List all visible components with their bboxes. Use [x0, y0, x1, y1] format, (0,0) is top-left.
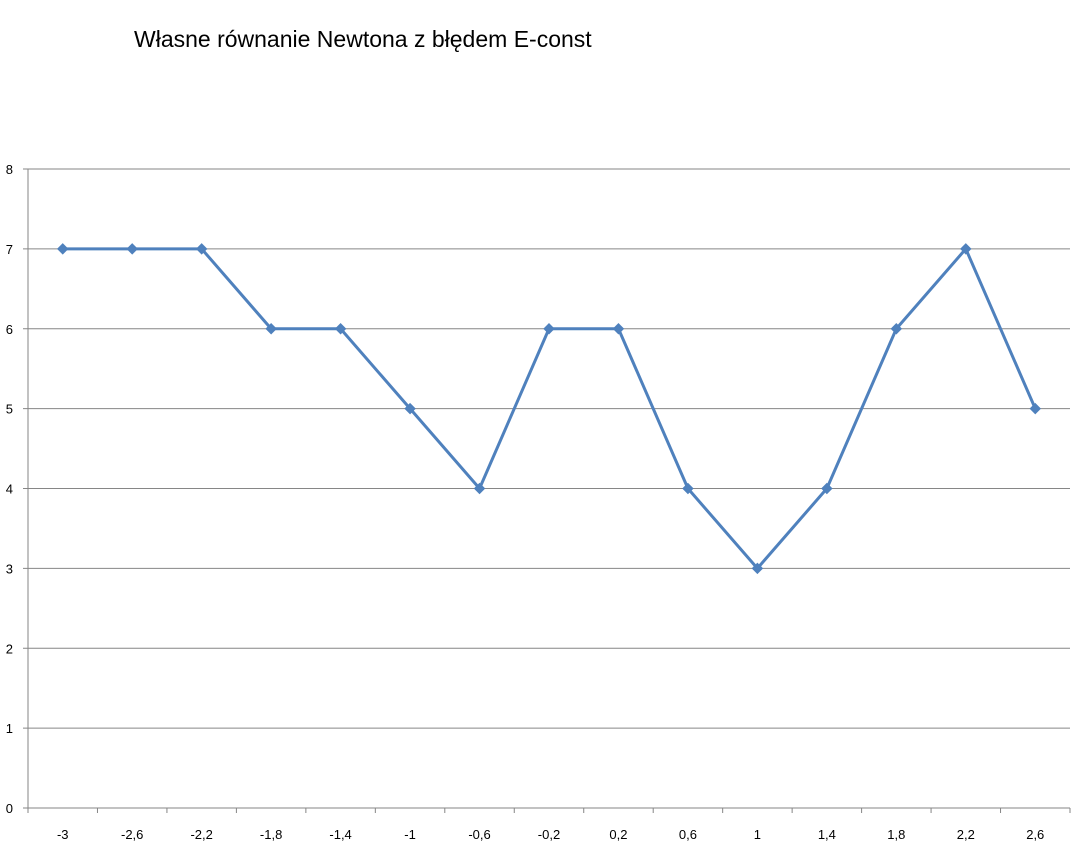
y-tick-label: 6 [6, 322, 13, 337]
data-point-marker [612, 323, 625, 335]
y-tick-label: 0 [6, 801, 13, 816]
x-tick-label: -2,2 [190, 827, 212, 842]
chart-title: Własne równanie Newtona z błędem E-const [134, 26, 592, 52]
x-tick-label: -3 [57, 827, 69, 842]
x-tick-label: 1,4 [818, 827, 836, 842]
x-tick-label: 1 [754, 827, 761, 842]
y-tick-label: 3 [6, 561, 13, 576]
y-tick-label: 8 [6, 162, 13, 177]
y-tick-label: 2 [6, 641, 13, 656]
data-point-marker [682, 482, 694, 495]
x-tick-label: 1,8 [887, 827, 905, 842]
x-tick-label: -1 [404, 827, 416, 842]
x-tick-label: -1,4 [329, 827, 351, 842]
y-tick-label: 1 [6, 721, 13, 736]
data-point-marker [1029, 402, 1041, 415]
gridlines [28, 168, 1070, 729]
x-tick-label: 0,2 [609, 827, 627, 842]
x-tick-label: -1,8 [260, 827, 282, 842]
x-tick-label: -2,6 [121, 827, 143, 842]
x-tick-label: 2,2 [957, 827, 975, 842]
data-point-marker [473, 482, 486, 495]
y-tick-label: 4 [6, 482, 13, 497]
axes [23, 168, 1071, 813]
data-point-marker [126, 243, 138, 255]
x-tick-label: 2,6 [1026, 827, 1044, 842]
y-tick-label: 7 [6, 242, 13, 257]
series-group [57, 243, 1041, 575]
y-axis-tick-labels: 0 1 2 3 4 5 6 7 8 [6, 162, 13, 816]
x-tick-label: 0,6 [679, 827, 697, 842]
data-point-marker [195, 243, 208, 255]
x-tick-label: -0,2 [538, 827, 560, 842]
data-point-marker [334, 323, 347, 335]
data-point-marker [751, 562, 764, 575]
data-point-marker [265, 323, 277, 335]
x-tick-label: -0,6 [468, 827, 490, 842]
y-tick-label: 5 [6, 402, 13, 417]
data-point-marker [57, 243, 69, 255]
x-axis-tick-labels: -3 -2,6 -2,2 -1,8 -1,4 -1 -0,6 -0,2 0,2 0,6 1 1,4 1,… [57, 827, 1044, 842]
data-point-marker [404, 402, 416, 415]
data-point-marker [890, 323, 903, 335]
data-point-marker [960, 243, 972, 255]
data-point-marker [821, 482, 833, 495]
data-point-marker [543, 323, 555, 335]
